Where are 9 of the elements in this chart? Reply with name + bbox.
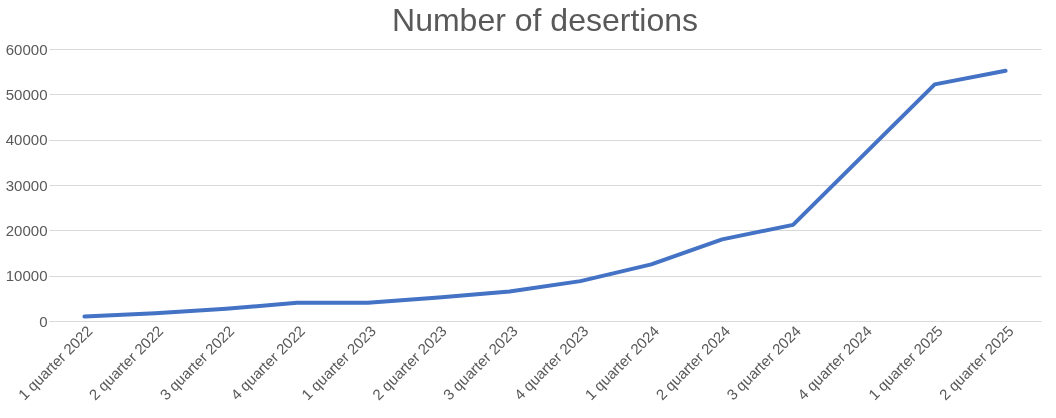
y-tick-label: 60000 — [5, 40, 48, 58]
line-series — [82, 68, 1008, 319]
y-tick-label: 50000 — [5, 85, 48, 103]
y-tick-label: 10000 — [5, 267, 48, 285]
y-tick-label: 40000 — [5, 131, 48, 149]
y-tick-label: 30000 — [5, 176, 48, 194]
chart-title: Number of desertions — [392, 2, 698, 38]
y-tick-label: 0 — [39, 312, 48, 330]
y-tick-label: 20000 — [5, 221, 48, 239]
